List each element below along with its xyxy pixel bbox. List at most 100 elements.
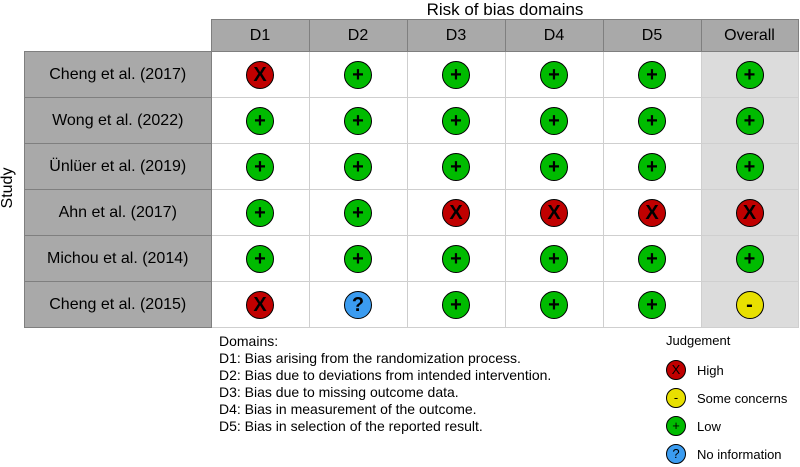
cell-d5: + (602, 97, 702, 144)
table-row: Ünlüer et al. (2019) + + + + + + (24, 143, 799, 190)
judgement-low-icon: + (735, 152, 764, 181)
cell-d1: X (210, 51, 310, 98)
judgement-some-icon: - (735, 290, 764, 319)
cell-d2: + (308, 235, 408, 282)
cell-d4: + (504, 97, 604, 144)
judgement-low-icon: + (344, 60, 372, 89)
y-axis-label-text: Study (0, 167, 16, 209)
judgement-low-icon: + (344, 152, 372, 181)
judgement-low-icon: + (344, 244, 372, 273)
header-d2: D2 (308, 19, 408, 52)
header-d1: D1 (210, 19, 310, 52)
judgement-low-icon: + (540, 290, 568, 319)
judgement-low-icon: + (442, 152, 470, 181)
judgement-low-icon: + (442, 60, 470, 89)
cell-d3: + (406, 51, 506, 98)
judgement-low-icon: + (638, 106, 666, 135)
judgement-high-icon: X (246, 290, 274, 319)
table-row: Cheng et al. (2017) X + + + + + (24, 51, 799, 98)
cell-d4: + (504, 281, 604, 328)
domain-d2: D2: Bias due to deviations from intended… (219, 367, 552, 383)
cell-d1: + (210, 97, 310, 144)
study-name: Michou et al. (2014) (24, 235, 212, 282)
cell-d1: X (210, 281, 310, 328)
domains-heading: Domains: (219, 333, 279, 349)
cell-d1: + (210, 235, 310, 282)
cell-overall: + (700, 235, 799, 282)
cell-overall: + (700, 51, 799, 98)
cell-d5: + (602, 235, 702, 282)
judgement-high-icon: X (735, 198, 764, 227)
legend-label: No information (697, 446, 782, 462)
judgement-high-icon: X (442, 198, 470, 227)
judgement-low-icon: + (246, 106, 274, 135)
cell-d2: + (308, 189, 408, 236)
cell-overall: - (700, 281, 799, 328)
study-name: Cheng et al. (2017) (24, 51, 212, 98)
cell-d5: + (602, 143, 702, 190)
judgement-low-icon: + (246, 152, 274, 181)
judgement-low-icon: + (666, 416, 686, 436)
risk-of-bias-table: D1 D2 D3 D4 D5 Overall Cheng et al. (201… (24, 19, 799, 328)
judgement-noinfo-icon: ? (666, 444, 686, 464)
header-d4: D4 (504, 19, 604, 52)
judgement-high-icon: X (540, 198, 568, 227)
judgement-low-icon: + (246, 244, 274, 273)
judgement-low-icon: + (638, 60, 666, 89)
judgement-low-icon: + (442, 106, 470, 135)
legend-item: - Some concerns (666, 387, 787, 409)
table-row: Michou et al. (2014) + + + + + + (24, 235, 799, 282)
domain-d5: D5: Bias in selection of the reported re… (219, 418, 483, 434)
legend-label: Low (697, 418, 721, 434)
cell-d1: + (210, 143, 310, 190)
header-overall: Overall (700, 19, 799, 52)
study-name: Ünlüer et al. (2019) (24, 143, 212, 190)
table-row: Ahn et al. (2017) + + X X X X (24, 189, 799, 236)
header-row: D1 D2 D3 D4 D5 Overall (25, 19, 799, 52)
judgement-high-icon: X (638, 198, 666, 227)
cell-d4: + (504, 143, 604, 190)
cell-d4: + (504, 51, 604, 98)
cell-d3: + (406, 281, 506, 328)
table-row: Wong et al. (2022) + + + + + + (24, 97, 799, 144)
judgement-low-icon: + (344, 106, 372, 135)
cell-d4: X (504, 189, 604, 236)
cell-d3: + (406, 143, 506, 190)
legend-label: High (697, 362, 724, 378)
header-corner (25, 20, 212, 52)
cell-d5: + (602, 51, 702, 98)
judgement-low-icon: + (442, 244, 470, 273)
cell-d3: + (406, 97, 506, 144)
study-name: Cheng et al. (2015) (24, 281, 212, 328)
judgement-low-icon: + (344, 198, 372, 227)
header-d3: D3 (406, 19, 506, 52)
cell-d3: X (406, 189, 506, 236)
legend-label: Some concerns (697, 390, 788, 406)
cell-overall: + (700, 143, 799, 190)
judgement-low-icon: + (540, 244, 568, 273)
cell-overall: X (700, 189, 799, 236)
judgement-low-icon: + (735, 244, 764, 273)
domain-d1: D1: Bias arising from the randomization … (219, 350, 521, 366)
judgement-some-icon: - (666, 388, 686, 408)
judgement-high-icon: X (666, 360, 686, 380)
legend-item: X High (666, 359, 724, 381)
judgement-low-icon: + (246, 198, 274, 227)
judgement-noinfo-icon: ? (344, 290, 372, 319)
chart-title: Risk of bias domains (426, 0, 584, 19)
legend-title: Judgement (666, 333, 731, 348)
judgement-low-icon: + (540, 60, 568, 89)
cell-overall: + (700, 97, 799, 144)
table-row: Cheng et al. (2015) X? + + + - (24, 281, 799, 328)
cell-d2: + (308, 97, 408, 144)
cell-d5: + (602, 281, 702, 328)
judgement-low-icon: + (735, 106, 764, 135)
judgement-low-icon: + (638, 152, 666, 181)
cell-d2: + (308, 51, 408, 98)
cell-d3: + (406, 235, 506, 282)
judgement-high-icon: X (246, 60, 274, 89)
study-name: Ahn et al. (2017) (24, 189, 212, 236)
domain-d3: D3: Bias due to missing outcome data. (219, 384, 459, 400)
header-d5: D5 (602, 19, 702, 52)
judgement-low-icon: + (638, 290, 666, 319)
